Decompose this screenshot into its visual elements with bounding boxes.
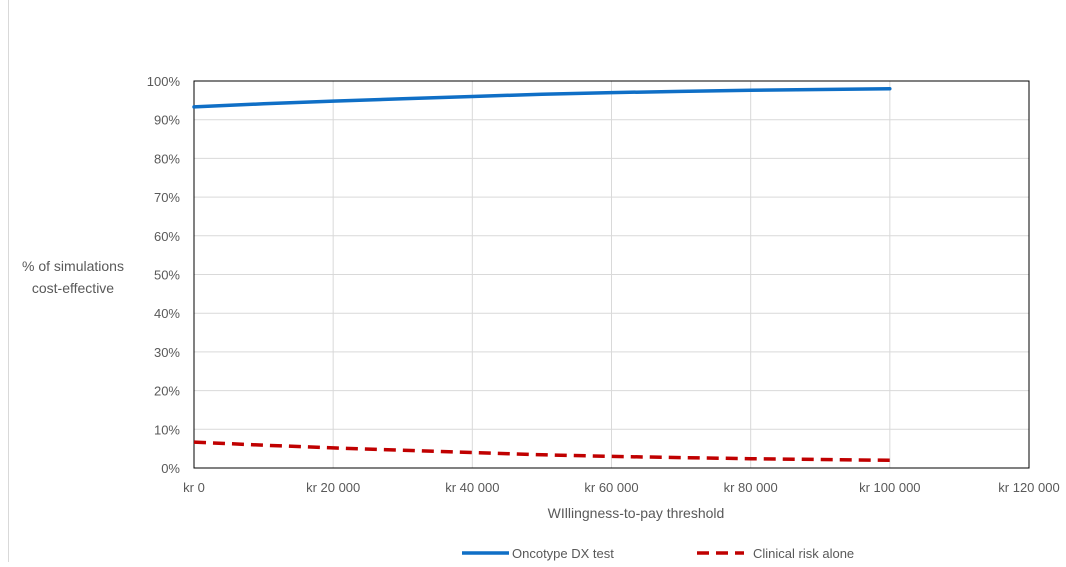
y-tick-label: 90% [154, 113, 180, 128]
y-tick-label: 60% [154, 229, 180, 244]
legend-label-1: Oncotype DX test [512, 546, 614, 561]
x-tick-label: kr 60 000 [584, 480, 638, 495]
series-line-1 [192, 86, 892, 109]
y-tick-label: 10% [154, 422, 180, 437]
series-lines [192, 86, 892, 463]
legend: Oncotype DX test Clinical risk alone [462, 546, 854, 561]
frame-left-border [8, 0, 9, 562]
x-tick-label: kr 80 000 [724, 480, 778, 495]
x-axis-label: WIllingness-to-pay threshold [548, 505, 725, 521]
legend-label-2: Clinical risk alone [753, 546, 854, 561]
y-tick-label: 20% [154, 384, 180, 399]
plot-area-border [193, 80, 1030, 469]
y-axis-label-line-1: % of simulations [22, 258, 124, 274]
y-tick-label: 50% [154, 268, 180, 283]
x-tick-label: kr 40 000 [445, 480, 499, 495]
y-tick-label: 40% [154, 306, 180, 321]
x-tick-label: kr 0 [183, 480, 205, 495]
gridlines [193, 80, 1030, 469]
x-tick-label: kr 20 000 [306, 480, 360, 495]
y-tick-label: 0% [161, 461, 180, 476]
y-tick-label: 100% [147, 74, 181, 89]
series-line-2 [193, 440, 890, 463]
y-tick-label: 30% [154, 345, 180, 360]
y-tick-labels: 0% 10% 20% 30% 40% 50% 60% 70% 80% 90% 100% [147, 74, 181, 476]
y-tick-label: 80% [154, 151, 180, 166]
x-tick-label: kr 120 000 [998, 480, 1059, 495]
x-tick-label: kr 100 000 [859, 480, 920, 495]
y-tick-label: 70% [154, 190, 180, 205]
x-tick-labels: kr 0 kr 20 000 kr 40 000 kr 60 000 kr 80 000… [183, 480, 1060, 495]
y-axis-label-line-2: cost-effective [32, 280, 114, 296]
